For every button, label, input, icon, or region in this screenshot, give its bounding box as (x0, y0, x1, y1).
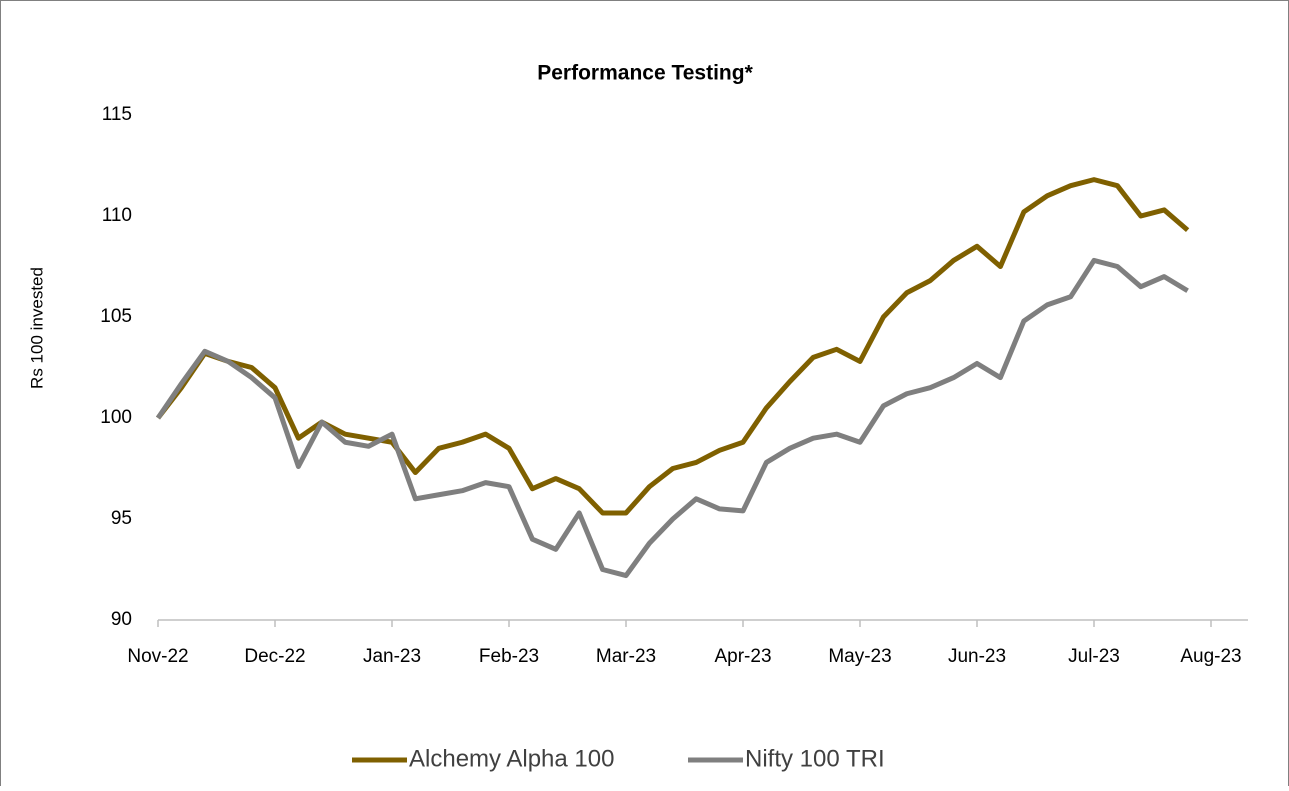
y-tick-label: 90 (111, 609, 132, 630)
y-tick-label: 95 (111, 508, 132, 529)
y-axis-title: Rs 100 invested (27, 267, 46, 389)
x-tick-label: Apr-23 (714, 646, 771, 667)
x-tick-label: Jan-23 (363, 646, 421, 667)
x-tick-label: Dec-22 (244, 646, 305, 667)
y-tick-label: 100 (100, 407, 132, 428)
y-tick-label: 110 (102, 205, 132, 226)
chart-title: Performance Testing* (537, 62, 753, 85)
x-tick-label: Mar-23 (596, 646, 656, 667)
x-tick-label: May-23 (828, 646, 891, 667)
legend-label: Nifty 100 TRI (745, 745, 885, 772)
x-tick-label: Nov-22 (127, 646, 188, 667)
series-line (155, 257, 1189, 579)
x-tick-label: Jun-23 (948, 646, 1006, 667)
legend-label: Alchemy Alpha 100 (409, 745, 614, 772)
x-tick-label: Jul-23 (1068, 646, 1120, 667)
x-tick-label: Feb-23 (479, 646, 539, 667)
x-tick-label: Aug-23 (1180, 646, 1241, 667)
y-tick-label: 115 (102, 104, 132, 125)
y-tick-label: 105 (100, 306, 132, 327)
